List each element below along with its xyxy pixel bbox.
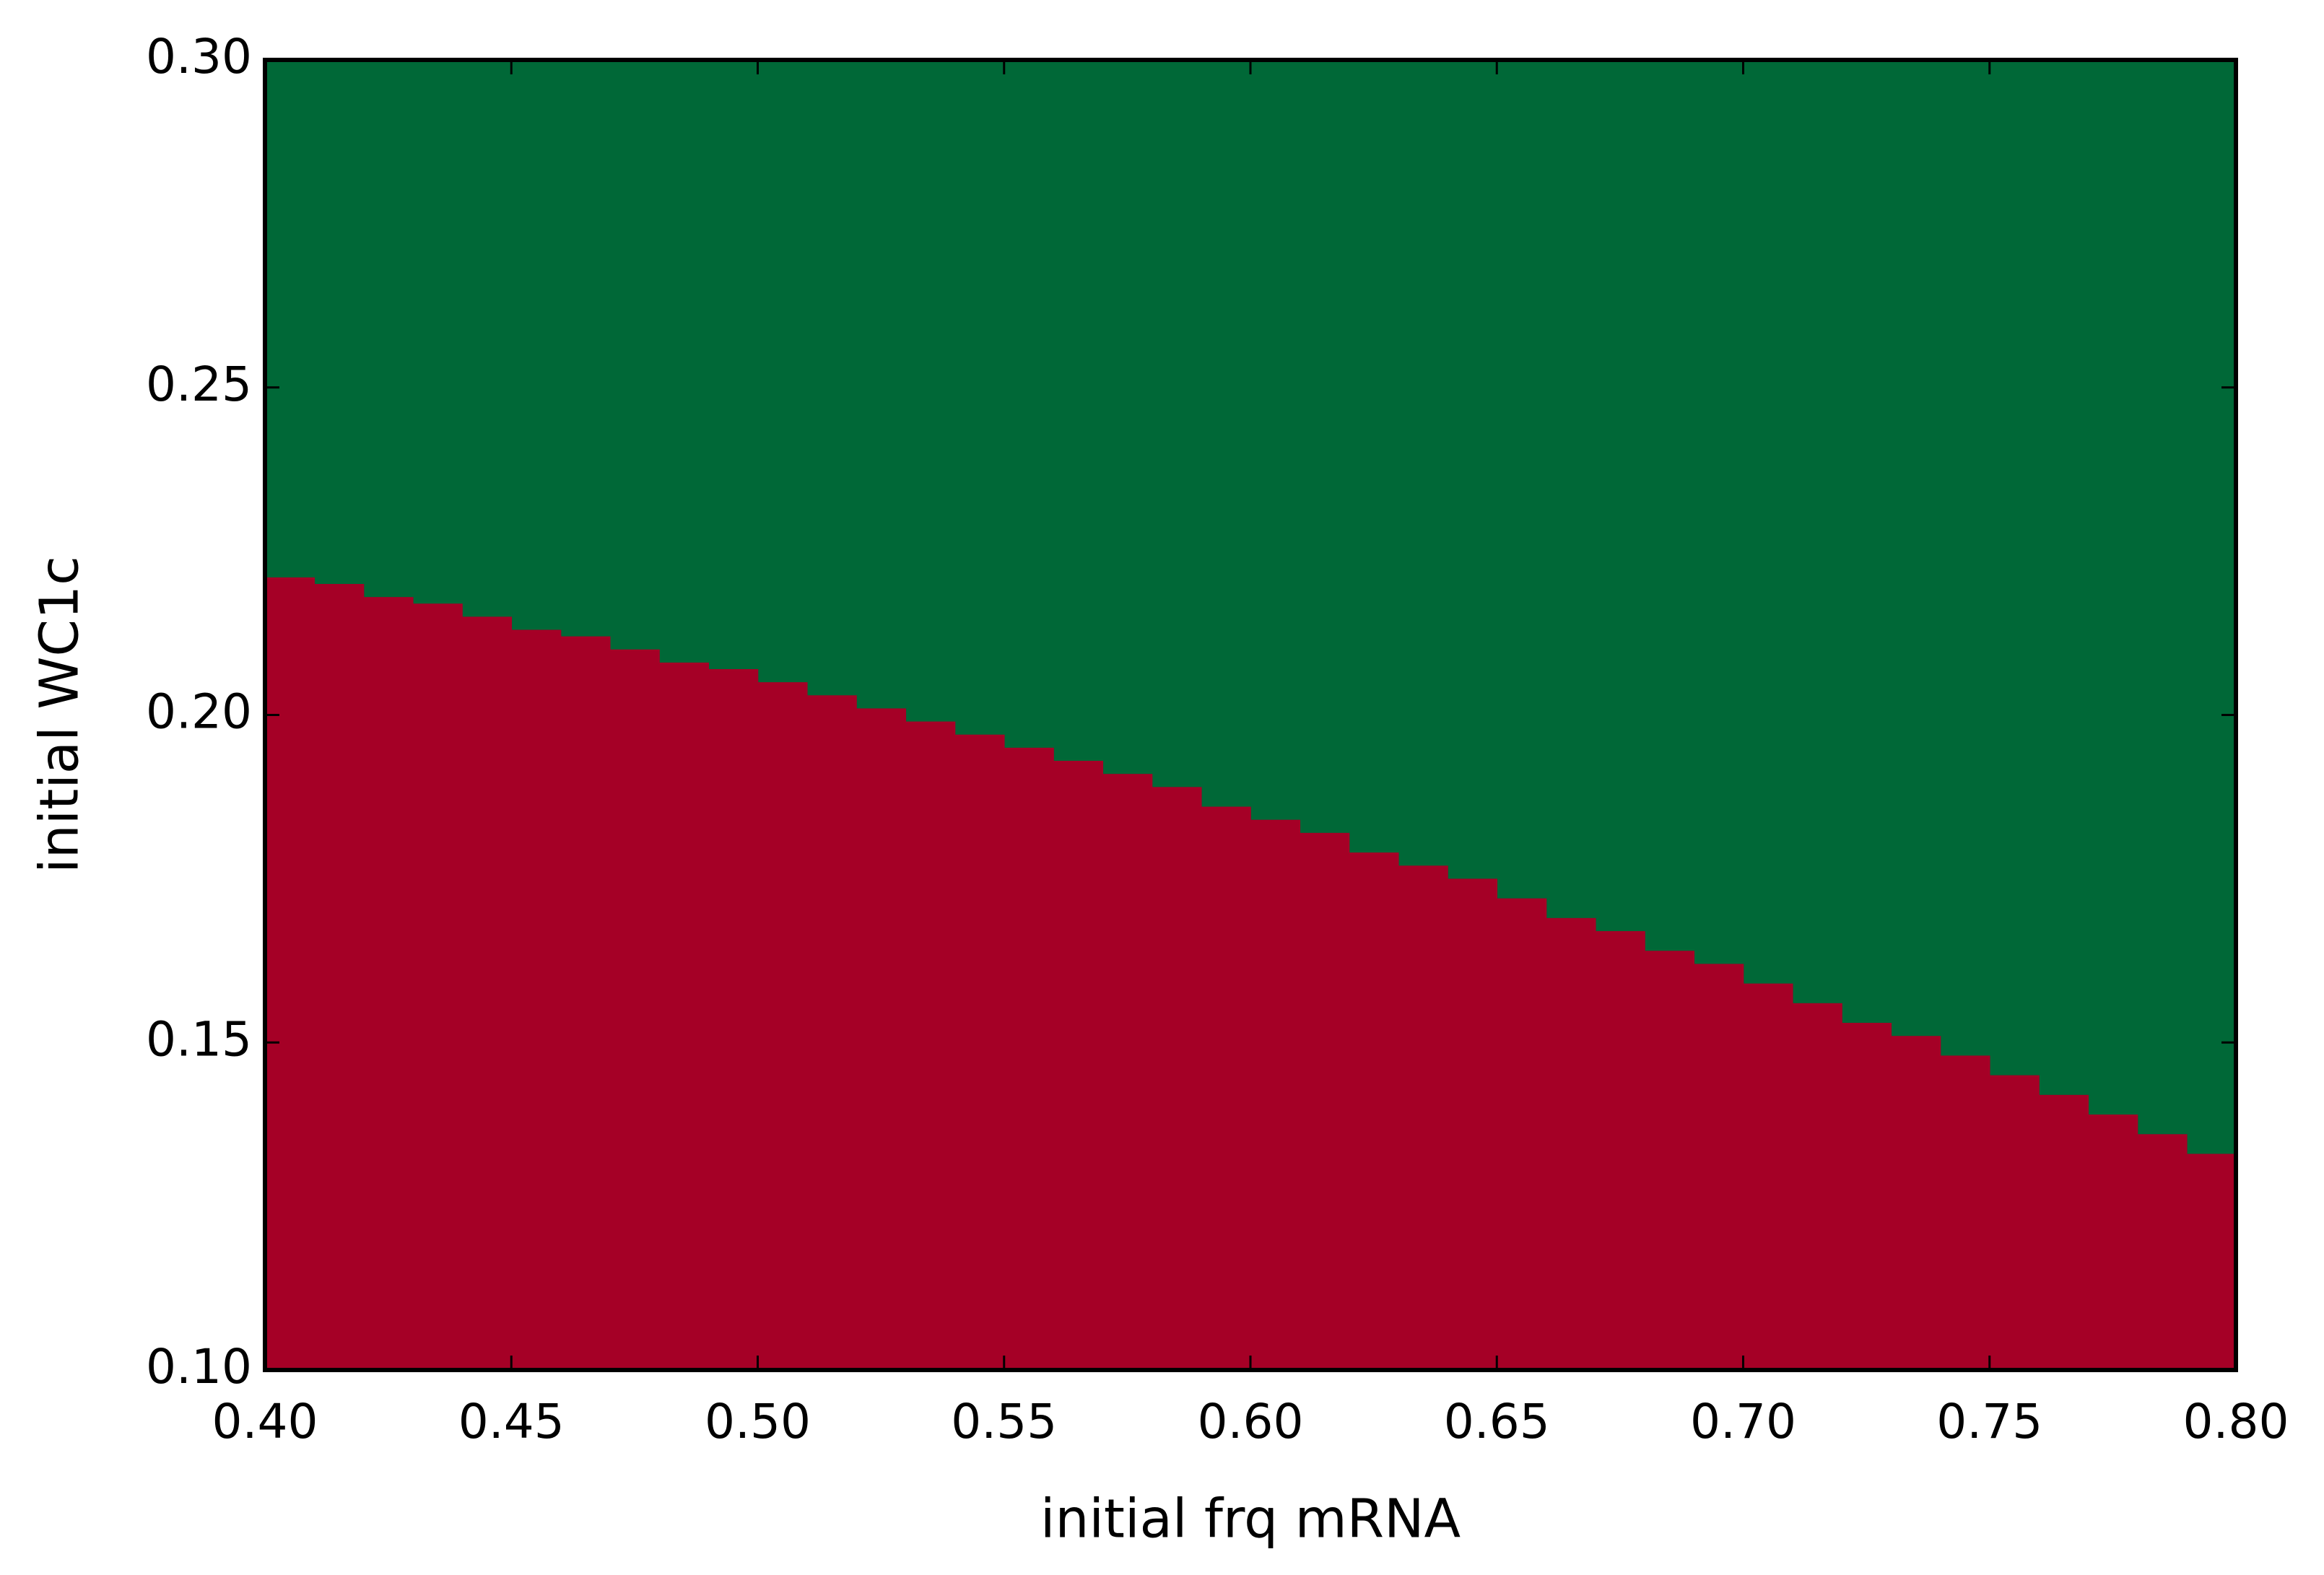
y-tick-label: 0.30 xyxy=(146,29,252,84)
lower-region-step xyxy=(1546,917,1596,1370)
lower-region-step xyxy=(412,603,463,1370)
lower-region-step xyxy=(314,584,365,1370)
lower-region-step xyxy=(1792,1003,1842,1370)
lower-region-step xyxy=(1053,761,1104,1370)
lower-region-step xyxy=(1645,951,1695,1370)
y-tick-label: 0.15 xyxy=(146,1011,252,1067)
x-tick-label: 0.75 xyxy=(1936,1394,2042,1449)
lower-region-step xyxy=(1694,964,1744,1370)
lower-region-step xyxy=(708,668,759,1370)
x-tick-label: 0.50 xyxy=(705,1394,811,1449)
lower-region-step xyxy=(511,629,562,1370)
lower-region-step xyxy=(1940,1055,1990,1370)
lower-region-step xyxy=(2186,1153,2237,1370)
lower-region-step xyxy=(265,577,315,1370)
lower-region-step xyxy=(2088,1114,2138,1370)
lower-region-step xyxy=(609,649,660,1370)
lower-region-step xyxy=(1989,1075,2040,1370)
lower-region-step xyxy=(1595,930,1645,1370)
lower-region-step xyxy=(1398,865,1448,1370)
y-tick-label: 0.20 xyxy=(146,684,252,740)
lower-region-step xyxy=(1004,747,1054,1370)
lower-region-step xyxy=(659,662,710,1370)
lower-region-step xyxy=(1448,878,1498,1370)
lower-region-step xyxy=(1152,787,1202,1370)
x-tick-label: 0.70 xyxy=(1690,1394,1796,1449)
x-tick-label: 0.65 xyxy=(1444,1394,1550,1449)
lower-region-step xyxy=(757,682,808,1370)
x-tick-label: 0.60 xyxy=(1198,1394,1304,1449)
lower-region-step xyxy=(1743,983,1793,1370)
lower-region-step xyxy=(1497,898,1547,1370)
lower-region-step xyxy=(1102,774,1153,1370)
lower-region-step xyxy=(1842,1023,1892,1370)
lower-region-step xyxy=(1891,1036,1941,1370)
x-tick-label: 0.55 xyxy=(951,1394,1057,1449)
lower-region-step xyxy=(1349,852,1399,1370)
x-tick-label: 0.80 xyxy=(2183,1394,2289,1449)
lower-region-step xyxy=(1300,832,1350,1370)
lower-region-step xyxy=(2039,1094,2089,1370)
y-tick-label: 0.10 xyxy=(146,1339,252,1395)
lower-region-step xyxy=(806,695,857,1370)
lower-region-step xyxy=(1201,806,1251,1370)
y-tick-label: 0.25 xyxy=(146,357,252,412)
lower-region-step xyxy=(856,708,907,1370)
lower-region-step xyxy=(905,721,956,1370)
lower-region-step xyxy=(954,734,1005,1370)
lower-region-step xyxy=(1250,819,1301,1370)
lower-region-step xyxy=(2137,1134,2188,1370)
lower-region-step xyxy=(363,597,414,1370)
lower-region-step xyxy=(560,636,611,1370)
y-axis-label: initial WC1c xyxy=(29,556,91,873)
x-tick-label: 0.40 xyxy=(212,1394,318,1449)
lower-region-step xyxy=(462,616,513,1370)
x-tick-label: 0.45 xyxy=(458,1394,565,1449)
x-axis-label: initial frq mRNA xyxy=(1040,1488,1461,1550)
